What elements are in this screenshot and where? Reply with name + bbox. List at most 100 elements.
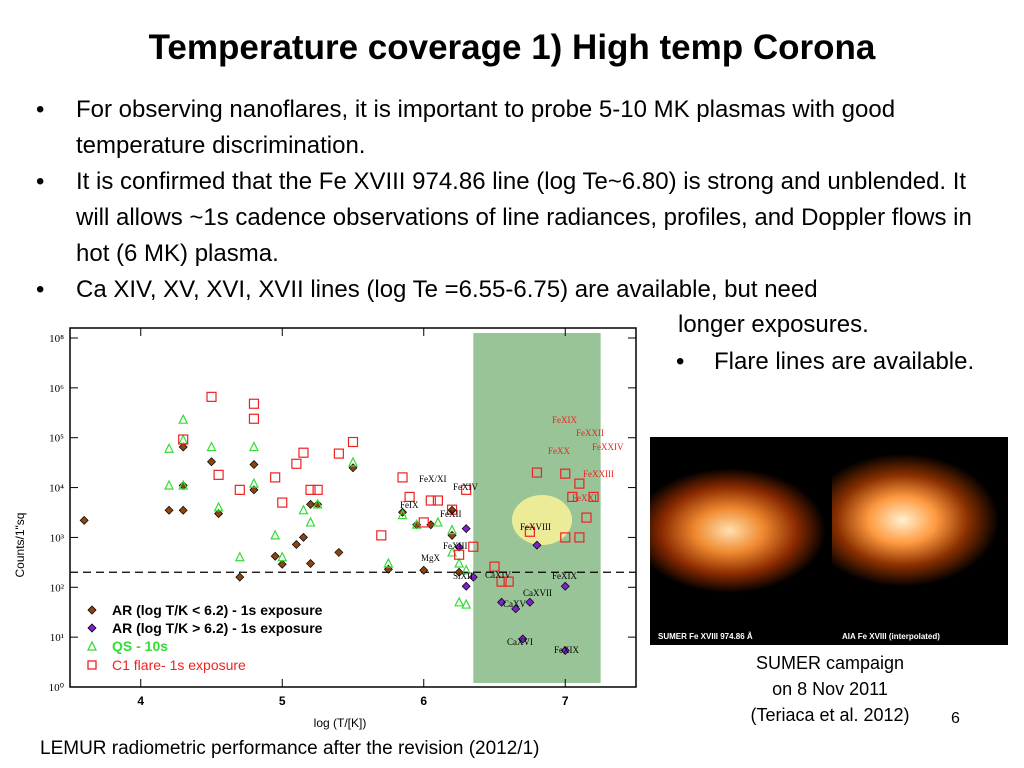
point-ar-low: [235, 572, 245, 582]
caption-line-2: on 8 Nov 2011: [772, 679, 888, 699]
page-number: 6: [951, 710, 960, 727]
point-flare: [376, 530, 387, 541]
point-flare: [581, 512, 592, 523]
sumer-campaign-caption: SUMER campaign on 8 Nov 2011 (Teriaca et…: [720, 650, 940, 728]
x-axis-label: log (T/[K]): [314, 716, 367, 730]
point-ar-low: [348, 463, 358, 473]
point-ar-low: [249, 460, 259, 470]
point-qs: [248, 441, 259, 452]
point-flare: [333, 448, 344, 459]
y-tick-label: 10⁶: [49, 383, 64, 395]
point-flare: [446, 504, 458, 515]
y-tick-label: 10⁴: [49, 483, 64, 495]
legend-marker-qs: [86, 640, 98, 651]
point-ar-low: [306, 559, 316, 568]
point-ar-high: [511, 604, 521, 614]
point-label: CaXV: [503, 599, 526, 609]
x-tick-label: 4: [137, 694, 144, 708]
point-qs: [447, 524, 458, 535]
legend-marker-flare: [87, 660, 97, 670]
point-flare: [178, 434, 189, 445]
legend-ar-high: AR (log T/K > 6.2) - 1s exposure: [112, 620, 323, 636]
point-ar-high: [461, 581, 471, 591]
point-ar-high: [532, 540, 542, 550]
y-tick-label: 10⁰: [49, 682, 65, 694]
point-flare: [234, 484, 245, 495]
point-ar-low: [454, 567, 464, 577]
point-qs: [312, 498, 323, 509]
point-flare: [347, 436, 359, 448]
point-label: FeXXII: [576, 428, 604, 438]
point-qs: [206, 441, 217, 452]
point-label: FeXXI: [572, 493, 597, 503]
point-ar-low: [277, 559, 287, 569]
point-flare: [567, 491, 578, 502]
point-label: FeXIII: [443, 541, 468, 551]
point-label: MgX: [421, 553, 441, 563]
point-flare: [574, 478, 585, 489]
point-ar-low: [249, 485, 259, 495]
bottom-caption: LEMUR radiometric performance after the …: [40, 738, 540, 759]
point-qs: [397, 509, 408, 520]
sumer-aia-image: SUMER Fe XVIII 974.86 Å AIA Fe XVIII (in…: [650, 437, 1008, 645]
point-flare: [404, 491, 415, 502]
point-label: FeXIX: [552, 415, 577, 425]
point-ar-high: [454, 542, 464, 552]
point-qs: [164, 442, 175, 453]
point-flare: [213, 469, 224, 480]
point-qs: [454, 596, 465, 607]
legend-marker-ar-low: [87, 605, 97, 615]
point-qs: [178, 479, 189, 490]
point-qs: [234, 551, 245, 562]
point-label: FeXIX: [554, 645, 579, 655]
point-ar-low: [164, 505, 174, 515]
point-ar-low: [207, 457, 216, 467]
y-tick-label: 10²: [50, 582, 65, 594]
point-qs: [277, 551, 288, 562]
caption-line-3: (Teriaca et al. 2012): [750, 705, 910, 725]
point-ar-high: [560, 581, 570, 591]
point-qs: [178, 413, 189, 424]
point-flare: [248, 413, 260, 424]
point-label: SiXII: [453, 571, 473, 581]
legend-flare: C1 flare- 1s exposure: [112, 657, 246, 673]
radiometric-chart: 10⁰ 10¹ 10² 10³ 10⁴ 10⁵ 10⁶ 10⁸ 4 5 6 7 FeXIX FeXXI…: [13, 327, 637, 730]
point-flare: [461, 484, 472, 495]
legend-marker-ar-high: [87, 623, 97, 633]
point-ar-low: [178, 505, 188, 515]
point-flare: [291, 458, 302, 469]
point-flare: [206, 391, 217, 402]
slide-title: Temperature coverage 1) High temp Corona: [148, 28, 876, 67]
plot-frame: [69, 327, 637, 688]
point-ar-low: [306, 499, 316, 509]
point-flare: [425, 495, 436, 506]
point-qs: [248, 477, 259, 488]
point-qs: [432, 516, 443, 527]
bullet-flare-lines: Flare lines are available.: [676, 344, 1024, 380]
point-label: FeXX: [548, 446, 570, 456]
point-flare: [524, 526, 535, 537]
legend-qs: QS - 10s: [112, 638, 168, 654]
x-tick-label: 5: [279, 694, 286, 708]
point-flare: [588, 491, 599, 502]
point-label: CaXIV: [485, 570, 511, 580]
point-ar-low: [79, 515, 89, 525]
point-ar-low: [334, 547, 344, 557]
point-ar-low: [178, 442, 188, 452]
point-label: FeXIX: [552, 571, 577, 581]
point-flare: [560, 468, 571, 479]
legend: AR (log T/K < 6.2) - 1s exposure AR (log…: [86, 602, 323, 673]
y-tick-label: 10⁸: [49, 333, 64, 345]
point-qs: [461, 564, 472, 575]
x-tick-label: 7: [562, 694, 569, 708]
point-ar-low: [298, 532, 308, 542]
bullet-nanoflares: For observing nanoflares, it is importan…: [36, 92, 986, 164]
sumer-fexviii-image: SUMER Fe XVIII 974.86 Å: [650, 437, 826, 645]
y-tick-label: 10⁵: [49, 433, 64, 445]
point-flare: [270, 472, 281, 483]
point-ar-high: [468, 572, 478, 582]
y-axis-label: Counts/1"sq: [13, 513, 27, 578]
y-tick-label: 10³: [50, 532, 65, 544]
point-label: FeIX: [400, 500, 419, 510]
y-tick-label: 10¹: [50, 632, 64, 644]
